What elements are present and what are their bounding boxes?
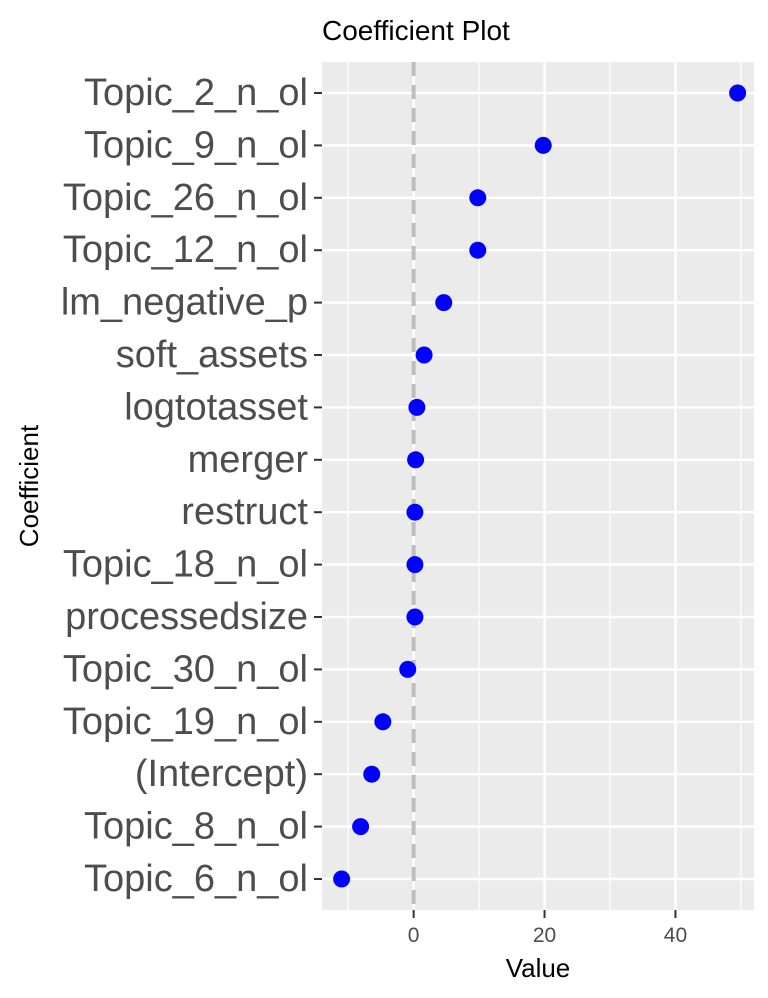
- data-points: [333, 84, 747, 888]
- x-label-0: 0: [408, 924, 420, 947]
- point-10: [406, 608, 424, 626]
- x-axis-tick-labels: 0 20 40: [408, 924, 687, 947]
- grid-lines: [322, 62, 754, 910]
- x-label-1: 20: [533, 924, 556, 947]
- y-label-5: soft_assets: [116, 334, 308, 376]
- y-label-0: Topic_2_n_ol: [84, 72, 308, 114]
- point-7: [407, 451, 425, 469]
- x-label-2: 40: [664, 924, 687, 947]
- y-label-14: Topic_8_n_ol: [84, 806, 308, 848]
- y-label-6: logtotasset: [124, 386, 308, 428]
- point-6: [408, 398, 426, 416]
- y-label-11: Topic_30_n_ol: [63, 648, 308, 690]
- y-label-8: restruct: [181, 491, 308, 533]
- y-label-2: Topic_26_n_ol: [63, 177, 308, 219]
- y-label-7: merger: [188, 439, 309, 481]
- y-label-4: lm_negative_p: [61, 282, 308, 324]
- point-4: [435, 294, 453, 312]
- chart-title: Coefficient Plot: [322, 15, 510, 46]
- y-label-1: Topic_9_n_ol: [84, 124, 308, 166]
- y-label-10: processedsize: [65, 596, 308, 638]
- point-15: [333, 870, 351, 888]
- y-label-9: Topic_18_n_ol: [63, 544, 308, 586]
- x-axis-title: Value: [506, 953, 571, 983]
- point-8: [406, 503, 424, 521]
- point-12: [374, 713, 392, 731]
- y-label-12: Topic_19_n_ol: [63, 701, 308, 743]
- point-11: [399, 660, 417, 678]
- point-14: [352, 818, 370, 836]
- point-9: [406, 556, 424, 574]
- point-0: [729, 84, 747, 102]
- point-3: [469, 241, 487, 259]
- y-label-3: Topic_12_n_ol: [63, 229, 308, 271]
- axis-ticks: [314, 92, 677, 918]
- y-label-13: (Intercept): [135, 753, 308, 795]
- y-axis-tick-labels: Topic_2_n_ol Topic_9_n_ol Topic_26_n_ol Top…: [61, 72, 309, 900]
- y-axis-title: Coefficient: [14, 424, 44, 547]
- point-13: [363, 765, 381, 783]
- plot-panel: [322, 62, 754, 910]
- y-label-15: Topic_6_n_ol: [84, 858, 308, 900]
- point-2: [469, 189, 487, 207]
- point-5: [415, 346, 433, 364]
- point-1: [534, 136, 552, 154]
